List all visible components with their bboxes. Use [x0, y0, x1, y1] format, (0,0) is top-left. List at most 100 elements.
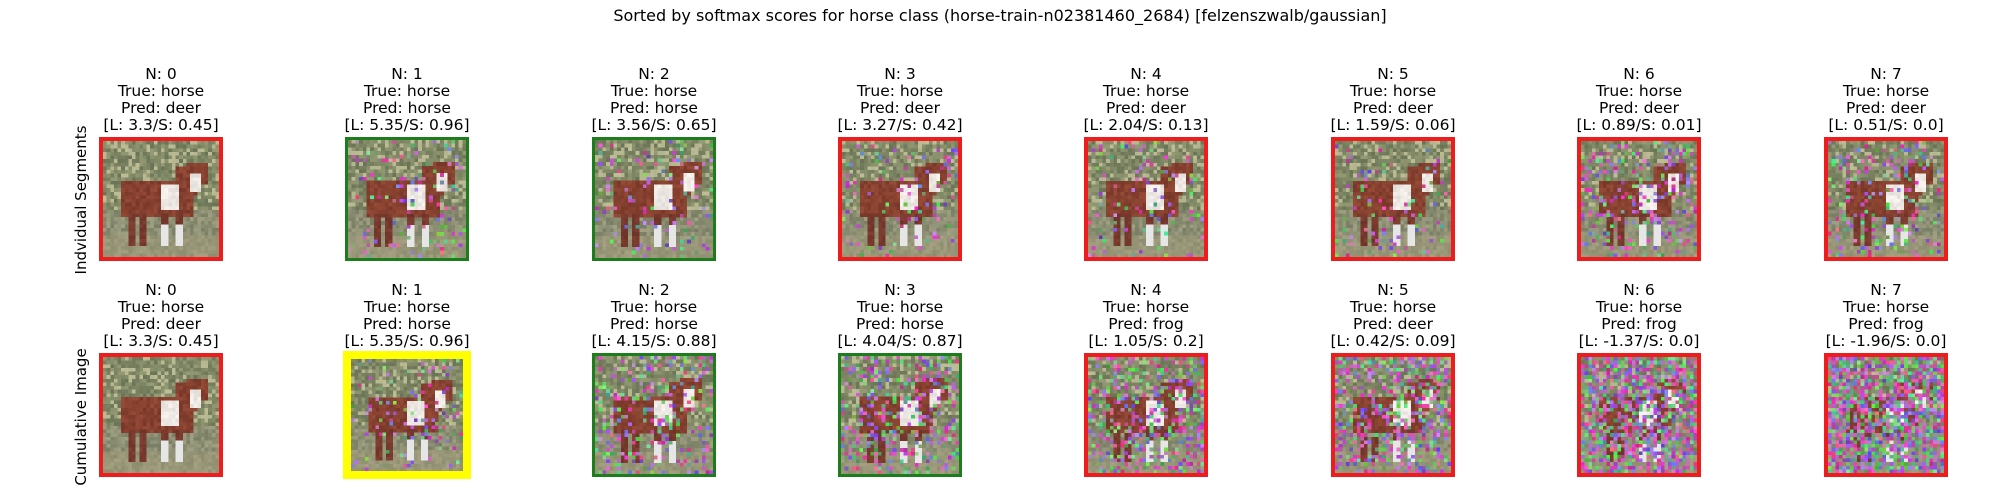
- image-frame-red: [1331, 137, 1455, 261]
- panel-title: N: 0 True: horse Pred: deer [L: 3.3/S: 0.45…: [61, 66, 261, 134]
- panel-title-true: True: horse: [117, 82, 205, 100]
- horse-image: [1828, 141, 1944, 257]
- panel-title-n: N: 2: [638, 281, 670, 299]
- horse-image: [1335, 141, 1451, 257]
- panel-title: N: 1 True: horse Pred: horse [L: 5.35/S: 0.…: [307, 282, 507, 350]
- panel-title-scores: [L: 3.27/S: 0.42]: [837, 116, 963, 134]
- panel-title-n: N: 3: [884, 65, 916, 83]
- panel-title-scores: [L: 3.3/S: 0.45]: [103, 332, 219, 350]
- panel-title-pred: Pred: frog: [1848, 315, 1924, 333]
- panel-title-true: True: horse: [1102, 82, 1190, 100]
- panel-title-n: N: 5: [1377, 281, 1409, 299]
- panel-title-scores: [L: 5.35/S: 0.96]: [344, 116, 470, 134]
- panel-title: N: 6 True: horse Pred: deer [L: 0.89/S: 0.0…: [1539, 66, 1739, 134]
- panel-title-true: True: horse: [856, 82, 944, 100]
- panel-title-n: N: 1: [391, 281, 423, 299]
- panel-title: N: 6 True: horse Pred: frog [L: -1.37/S: 0.…: [1539, 282, 1739, 350]
- segment-panel-0: N: 0 True: horse Pred: deer [L: 3.3/S: 0.45…: [61, 66, 261, 261]
- figure-title: Sorted by softmax scores for horse class…: [613, 6, 1387, 25]
- image-frame-green: [838, 353, 962, 477]
- panel-title: N: 5 True: horse Pred: deer [L: 1.59/S: 0.0…: [1293, 66, 1493, 134]
- cumulative-panel-5: N: 5 True: horse Pred: deer [L: 0.42/S: 0.0…: [1293, 282, 1493, 477]
- panel-title-pred: Pred: deer: [1106, 99, 1186, 117]
- panel-title: N: 1 True: horse Pred: horse [L: 5.35/S: 0.…: [307, 66, 507, 134]
- image-frame-green: [345, 137, 469, 261]
- segment-panel-5: N: 5 True: horse Pred: deer [L: 1.59/S: 0.0…: [1293, 66, 1493, 261]
- panel-title-n: N: 1: [391, 65, 423, 83]
- image-frame-red: [1824, 137, 1948, 261]
- segment-panel-2: N: 2 True: horse Pred: horse [L: 3.56/S: 0.…: [554, 66, 754, 261]
- panel-title-true: True: horse: [856, 298, 944, 316]
- image-frame-red: [838, 137, 962, 261]
- panel-title-pred: Pred: frog: [1601, 315, 1677, 333]
- image-frame-red: [99, 353, 223, 477]
- horse-image: [1088, 141, 1204, 257]
- panel-title: N: 5 True: horse Pred: deer [L: 0.42/S: 0.0…: [1293, 282, 1493, 350]
- panel-title-true: True: horse: [1842, 82, 1930, 100]
- image-frame-red: [1084, 353, 1208, 477]
- panel-title-pred: Pred: horse: [610, 315, 698, 333]
- panel-title-true: True: horse: [1595, 298, 1683, 316]
- panel-title-scores: [L: 4.04/S: 0.87]: [837, 332, 963, 350]
- image-frame-red: [1577, 353, 1701, 477]
- panel-title-pred: Pred: horse: [363, 99, 451, 117]
- panel-title-pred: Pred: horse: [363, 315, 451, 333]
- panel-title-pred: Pred: horse: [610, 99, 698, 117]
- panel-title-true: True: horse: [1349, 298, 1437, 316]
- panel-title-n: N: 2: [638, 65, 670, 83]
- panel-title-scores: [L: 2.04/S: 0.13]: [1083, 116, 1209, 134]
- horse-image: [595, 140, 713, 258]
- panel-title-n: N: 0: [145, 281, 177, 299]
- panel-title-n: N: 6: [1623, 65, 1655, 83]
- panel-title: N: 2 True: horse Pred: horse [L: 3.56/S: 0.…: [554, 66, 754, 134]
- panel-title: N: 0 True: horse Pred: deer [L: 3.3/S: 0.45…: [61, 282, 261, 350]
- cumulative-panel-3: N: 3 True: horse Pred: horse [L: 4.04/S: 0.…: [800, 282, 1000, 477]
- cumulative-panel-2: N: 2 True: horse Pred: horse [L: 4.15/S: 0.…: [554, 282, 754, 477]
- segment-panel-7: N: 7 True: horse Pred: deer [L: 0.51/S: 0.0…: [1786, 66, 1986, 261]
- panel-title-scores: [L: -1.37/S: 0.0]: [1578, 332, 1700, 350]
- panel-title-scores: [L: 0.51/S: 0.0]: [1828, 116, 1944, 134]
- panel-title-pred: Pred: deer: [1599, 99, 1679, 117]
- panel-title-n: N: 5: [1377, 65, 1409, 83]
- cumulative-panel-1: N: 1 True: horse Pred: horse [L: 5.35/S: 0.…: [307, 282, 507, 479]
- panel-title-scores: [L: 0.89/S: 0.01]: [1576, 116, 1702, 134]
- panel-title: N: 4 True: horse Pred: deer [L: 2.04/S: 0.1…: [1046, 66, 1246, 134]
- segment-panel-4: N: 4 True: horse Pred: deer [L: 2.04/S: 0.1…: [1046, 66, 1246, 261]
- panel-title-pred: Pred: deer: [1353, 99, 1433, 117]
- image-frame-red: [1577, 137, 1701, 261]
- panel-title-true: True: horse: [117, 298, 205, 316]
- panel-title-pred: Pred: deer: [121, 99, 201, 117]
- horse-image: [595, 356, 713, 474]
- panel-title: N: 7 True: horse Pred: frog [L: -1.96/S: 0.…: [1786, 282, 1986, 350]
- panel-title-true: True: horse: [363, 298, 451, 316]
- panel-title-scores: [L: 3.56/S: 0.65]: [591, 116, 717, 134]
- segment-panel-6: N: 6 True: horse Pred: deer [L: 0.89/S: 0.0…: [1539, 66, 1739, 261]
- horse-image: [1581, 141, 1697, 257]
- horse-image: [1335, 357, 1451, 473]
- panel-title-n: N: 6: [1623, 281, 1655, 299]
- panel-title-n: N: 3: [884, 281, 916, 299]
- panel-title-n: N: 0: [145, 65, 177, 83]
- segment-panel-3: N: 3 True: horse Pred: deer [L: 3.27/S: 0.4…: [800, 66, 1000, 261]
- panel-title: N: 4 True: horse Pred: frog [L: 1.05/S: 0.2…: [1046, 282, 1246, 350]
- panel-title-true: True: horse: [1842, 298, 1930, 316]
- horse-image: [1581, 357, 1697, 473]
- image-frame-green: [592, 137, 716, 261]
- horse-image: [103, 357, 219, 473]
- horse-image: [1828, 357, 1944, 473]
- panel-title-n: N: 4: [1130, 65, 1162, 83]
- panel-title: N: 7 True: horse Pred: deer [L: 0.51/S: 0.0…: [1786, 66, 1986, 134]
- panel-title-scores: [L: 0.42/S: 0.09]: [1330, 332, 1456, 350]
- panel-title-scores: [L: 3.3/S: 0.45]: [103, 116, 219, 134]
- panel-title-true: True: horse: [1595, 82, 1683, 100]
- panel-title-pred: Pred: deer: [860, 99, 940, 117]
- horse-image: [348, 140, 466, 258]
- panel-title-scores: [L: 4.15/S: 0.88]: [591, 332, 717, 350]
- panel-title-n: N: 7: [1870, 281, 1902, 299]
- panel-title-true: True: horse: [363, 82, 451, 100]
- segment-panel-1: N: 1 True: horse Pred: horse [L: 5.35/S: 0.…: [307, 66, 507, 261]
- panel-title-scores: [L: 1.05/S: 0.2]: [1088, 332, 1204, 350]
- panel-title-pred: Pred: frog: [1108, 315, 1184, 333]
- panel-title-scores: [L: 1.59/S: 0.06]: [1330, 116, 1456, 134]
- image-frame-red: [1084, 137, 1208, 261]
